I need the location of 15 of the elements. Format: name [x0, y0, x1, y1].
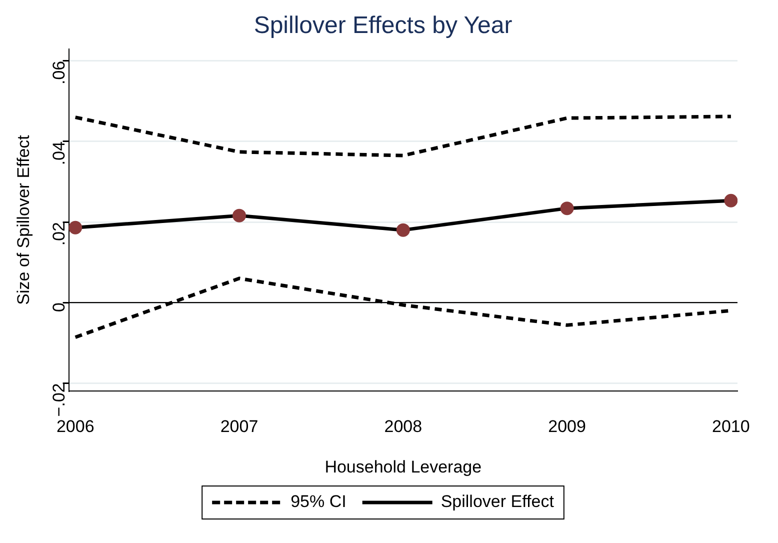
y-tick-label: 0	[49, 302, 68, 312]
y-axis-title: Size of Spillover Effect	[14, 134, 33, 305]
x-tick-label: 2010	[712, 417, 750, 436]
y-tick-label: −.02	[49, 383, 68, 417]
x-tick-label: 2008	[384, 417, 422, 436]
y-tick-label: .02	[49, 222, 68, 246]
x-tick-label: 2009	[548, 417, 586, 436]
x-tick-label: 2007	[220, 417, 258, 436]
y-tick-label: .06	[49, 60, 68, 85]
y-tick-label: .04	[49, 141, 68, 166]
x-tick-label: 2006	[56, 417, 94, 436]
x-axis-title: Household Leverage	[324, 457, 482, 476]
legend-label: 95% CI	[290, 492, 346, 512]
chart-title: Spillover Effects by Year	[254, 12, 512, 40]
legend-label: Spillover Effect	[440, 492, 554, 512]
